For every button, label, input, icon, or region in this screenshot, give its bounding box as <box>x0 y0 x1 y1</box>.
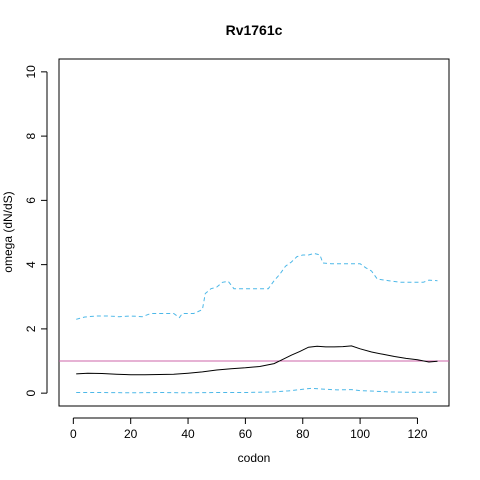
x-tick-label: 20 <box>124 427 138 441</box>
y-axis-label: omega (dN/dS) <box>1 191 15 272</box>
x-tick-label: 60 <box>239 427 253 441</box>
x-tick-label: 40 <box>181 427 195 441</box>
lower-bound-line <box>76 387 438 394</box>
plot-frame <box>58 58 450 407</box>
x-tick-label: 120 <box>407 427 427 441</box>
x-tick-label: 0 <box>70 427 77 441</box>
omega-estimate-line <box>76 345 438 376</box>
y-tick-label: 2 <box>24 325 38 332</box>
y-tick-label: 0 <box>24 389 38 396</box>
x-tick-label: 80 <box>296 427 310 441</box>
y-tick-label: 4 <box>24 261 38 268</box>
y-tick-label: 6 <box>24 197 38 204</box>
chart-title: Rv1761c <box>226 22 283 38</box>
y-tick-label: 8 <box>24 132 38 139</box>
x-tick-label: 100 <box>350 427 370 441</box>
x-axis-label: codon <box>238 451 271 465</box>
plot-area: 0 20 40 60 80 100 120 0 2 4 6 8 10 <box>24 58 450 441</box>
upper-bound-line <box>76 252 438 320</box>
y-tick-label: 10 <box>24 65 38 79</box>
